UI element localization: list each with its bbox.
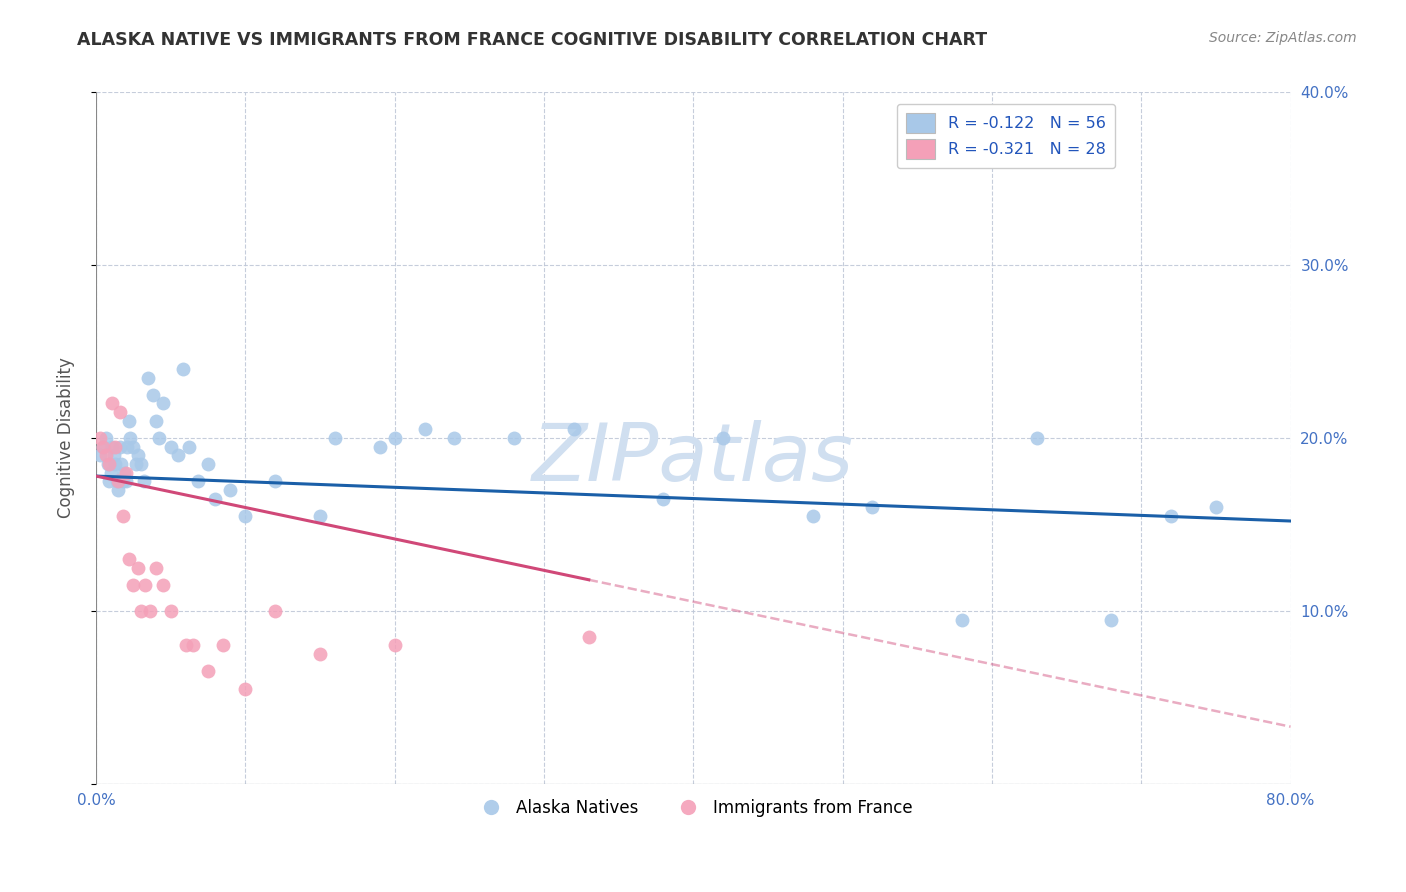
Point (118, 552, 141, 566)
Point (139, 604, 162, 618)
Point (187, 475, 209, 489)
Point (89, 431, 111, 445)
Point (127, 448, 149, 462)
Point (368, 440, 391, 454)
Point (122, 440, 145, 454)
Point (129, 457, 152, 471)
Point (115, 466, 138, 480)
Point (309, 647, 332, 661)
Point (129, 604, 152, 618)
Point (104, 440, 127, 454)
Point (413, 422, 436, 436)
Point (108, 440, 131, 454)
Point (115, 475, 138, 489)
Point (443, 431, 465, 445)
Text: ALASKA NATIVE VS IMMIGRANTS FROM FRANCE COGNITIVE DISABILITY CORRELATION CHART: ALASKA NATIVE VS IMMIGRANTS FROM FRANCE … (77, 31, 987, 49)
Point (134, 578, 156, 592)
Point (96, 431, 118, 445)
Point (177, 440, 200, 454)
Point (212, 639, 235, 653)
Point (159, 440, 181, 454)
Point (309, 508, 332, 523)
Point (384, 639, 406, 653)
Point (219, 483, 242, 497)
Point (145, 560, 167, 574)
Point (122, 578, 145, 592)
Point (93, 440, 115, 454)
Point (96, 448, 118, 462)
Point (862, 500, 884, 515)
Point (264, 475, 287, 489)
Point (233, 508, 256, 523)
Point (105, 475, 128, 489)
Point (950, 613, 973, 627)
Point (89, 448, 111, 462)
Point (1205, 500, 1227, 515)
Point (323, 431, 346, 445)
Point (127, 560, 149, 574)
Point (111, 475, 134, 489)
Point (120, 431, 142, 445)
Point (101, 440, 124, 454)
Point (167, 448, 190, 462)
Point (159, 604, 181, 618)
Point (112, 466, 135, 480)
Point (172, 362, 194, 376)
Point (152, 578, 174, 592)
Point (1160, 508, 1182, 523)
Point (152, 396, 174, 410)
Point (148, 431, 170, 445)
Text: ZIPatlas: ZIPatlas (533, 420, 855, 498)
Point (264, 604, 287, 618)
Point (110, 457, 132, 471)
Point (108, 405, 131, 419)
Point (98, 475, 121, 489)
Point (384, 431, 406, 445)
Point (98, 457, 121, 471)
Point (1099, 613, 1122, 627)
Point (204, 491, 226, 506)
Point (104, 457, 127, 471)
Point (101, 396, 124, 410)
Point (197, 457, 219, 471)
Point (111, 508, 134, 523)
Point (117, 440, 139, 454)
Point (136, 370, 159, 384)
Point (197, 665, 219, 679)
Legend: Alaska Natives, Immigrants from France: Alaska Natives, Immigrants from France (467, 792, 920, 824)
Point (107, 475, 129, 489)
Point (181, 639, 204, 653)
Point (145, 414, 167, 428)
Point (107, 483, 129, 497)
Point (100, 466, 122, 480)
Point (93, 440, 115, 454)
Point (711, 431, 734, 445)
Point (125, 457, 148, 471)
Point (97, 457, 120, 471)
Point (103, 448, 125, 462)
Point (142, 388, 165, 402)
Point (1025, 431, 1047, 445)
Point (503, 431, 526, 445)
Point (132, 475, 155, 489)
Point (801, 508, 824, 523)
Point (233, 681, 256, 696)
Point (174, 639, 197, 653)
Point (118, 414, 141, 428)
Point (562, 422, 585, 436)
Point (652, 491, 675, 506)
Point (578, 630, 600, 644)
Text: Source: ZipAtlas.com: Source: ZipAtlas.com (1209, 31, 1357, 45)
Y-axis label: Cognitive Disability: Cognitive Disability (58, 358, 75, 518)
